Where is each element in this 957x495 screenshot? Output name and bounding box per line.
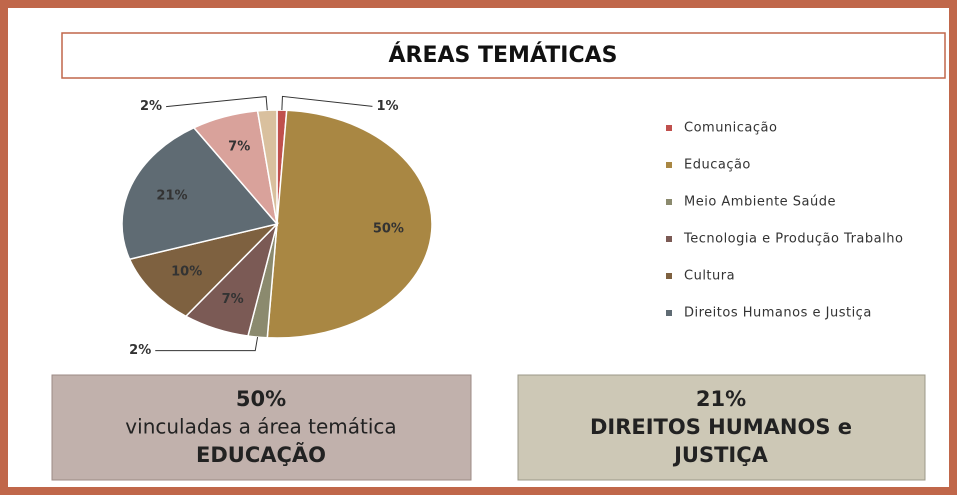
legend-marker <box>666 236 672 242</box>
legend-marker <box>666 199 672 205</box>
callout-text: 50% <box>236 387 286 411</box>
callout-text: DIREITOS HUMANOS e <box>590 415 852 439</box>
callout-text: 21% <box>696 387 746 411</box>
callout-text: EDUCAÇÃO <box>196 442 326 467</box>
legend-label: Cultura <box>684 269 735 284</box>
legend-marker <box>666 310 672 316</box>
data-label: 1% <box>376 99 398 114</box>
title-box <box>61 32 946 79</box>
legend-label: Tecnologia e Produção Trabalho <box>683 232 903 247</box>
pie-slice <box>128 222 280 318</box>
data-label: 21% <box>156 189 187 204</box>
leader-line <box>281 95 373 111</box>
callout-text: vinculadas a área temática <box>125 415 396 439</box>
data-label: 7% <box>222 292 244 307</box>
legend-label: Educação <box>684 158 751 173</box>
data-label: 10% <box>171 265 202 280</box>
pie-slice <box>256 109 278 225</box>
chart-title: ÁREAS TEMÁTICAS <box>389 42 618 68</box>
leader-line <box>155 337 259 352</box>
data-label: 50% <box>373 222 404 237</box>
legend-marker <box>666 125 672 131</box>
legend-label: Comunicação <box>684 121 777 136</box>
pie-slice <box>121 126 279 261</box>
pie-slice <box>266 109 433 339</box>
legend-label: Meio Ambiente Saúde <box>684 195 836 210</box>
data-label: 7% <box>228 139 250 154</box>
leader-line <box>166 96 268 111</box>
legend-marker <box>666 162 672 168</box>
callout-text: JUSTIÇA <box>672 443 769 467</box>
data-label: 2% <box>140 99 162 114</box>
data-label: 2% <box>129 343 151 358</box>
legend-marker <box>666 273 672 279</box>
callout-box <box>51 374 472 481</box>
callout-box <box>517 374 926 481</box>
legend-label: Direitos Humanos e Justiça <box>684 306 872 321</box>
